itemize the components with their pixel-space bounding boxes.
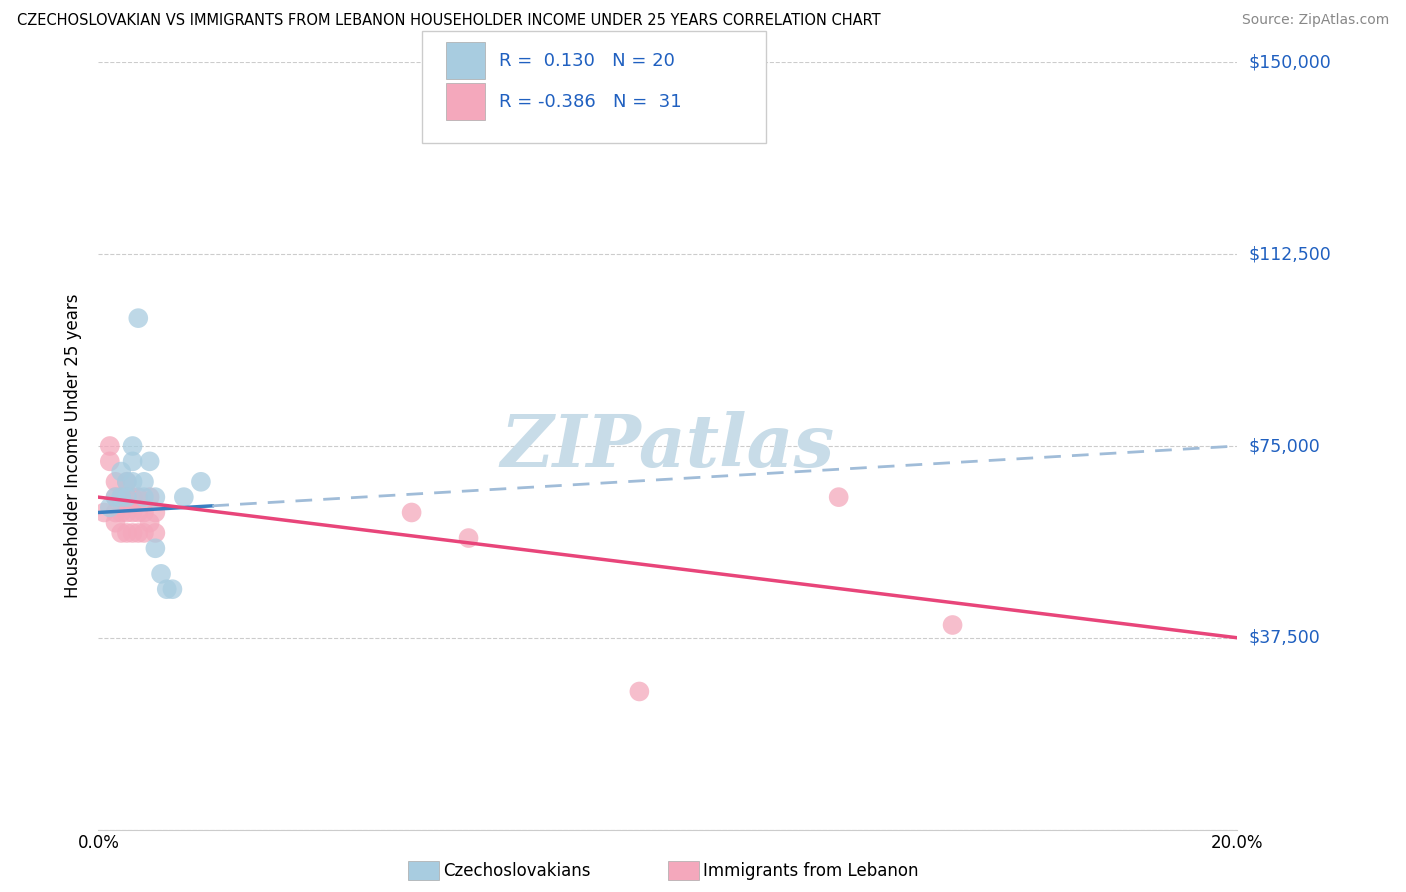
Text: Czechoslovakians: Czechoslovakians — [443, 862, 591, 880]
Point — [145, 506, 167, 520]
Point — [110, 490, 132, 504]
Point — [121, 525, 143, 540]
Point — [132, 506, 155, 520]
Point — [121, 454, 143, 468]
Point — [132, 475, 155, 489]
Point — [190, 475, 212, 489]
Point — [145, 525, 167, 540]
Point — [104, 475, 127, 489]
Point — [98, 454, 121, 468]
Text: $75,000: $75,000 — [1249, 437, 1320, 455]
Point — [457, 531, 479, 545]
Point — [98, 439, 121, 453]
Text: Immigrants from Lebanon: Immigrants from Lebanon — [703, 862, 918, 880]
Point — [162, 582, 184, 597]
Point — [115, 525, 138, 540]
Point — [127, 525, 149, 540]
Point — [942, 618, 965, 632]
Text: CZECHOSLOVAKIAN VS IMMIGRANTS FROM LEBANON HOUSEHOLDER INCOME UNDER 25 YEARS COR: CZECHOSLOVAKIAN VS IMMIGRANTS FROM LEBAN… — [17, 13, 880, 29]
Text: ZIPatlas: ZIPatlas — [501, 410, 835, 482]
Point — [156, 582, 179, 597]
Point — [132, 490, 155, 504]
Point — [110, 506, 132, 520]
Point — [121, 490, 143, 504]
Point — [104, 516, 127, 530]
Point — [628, 684, 651, 698]
Text: R = -0.386   N =  31: R = -0.386 N = 31 — [499, 93, 682, 111]
Text: R =  0.130   N = 20: R = 0.130 N = 20 — [499, 52, 675, 70]
Point — [145, 541, 167, 556]
Point — [121, 439, 143, 453]
Point — [145, 490, 167, 504]
Point — [104, 490, 127, 504]
Text: $37,500: $37,500 — [1249, 629, 1320, 647]
Point — [132, 525, 155, 540]
Point — [104, 506, 127, 520]
Text: Source: ZipAtlas.com: Source: ZipAtlas.com — [1241, 13, 1389, 28]
Text: $112,500: $112,500 — [1249, 245, 1331, 263]
Point — [115, 490, 138, 504]
Point — [115, 475, 138, 489]
Point — [828, 490, 851, 504]
Point — [173, 490, 195, 504]
Y-axis label: Householder Income Under 25 years: Householder Income Under 25 years — [65, 293, 83, 599]
Point — [115, 490, 138, 504]
Point — [121, 506, 143, 520]
Point — [121, 475, 143, 489]
Point — [110, 465, 132, 479]
Point — [127, 311, 149, 326]
Point — [115, 506, 138, 520]
Point — [150, 566, 173, 581]
Point — [110, 525, 132, 540]
Point — [98, 500, 121, 515]
Point — [104, 490, 127, 504]
Point — [401, 506, 423, 520]
Point — [110, 490, 132, 504]
Point — [138, 516, 160, 530]
Point — [127, 490, 149, 504]
Point — [115, 475, 138, 489]
Point — [127, 506, 149, 520]
Point — [93, 506, 115, 520]
Point — [138, 490, 160, 504]
Point — [138, 454, 160, 468]
Text: $150,000: $150,000 — [1249, 54, 1331, 71]
